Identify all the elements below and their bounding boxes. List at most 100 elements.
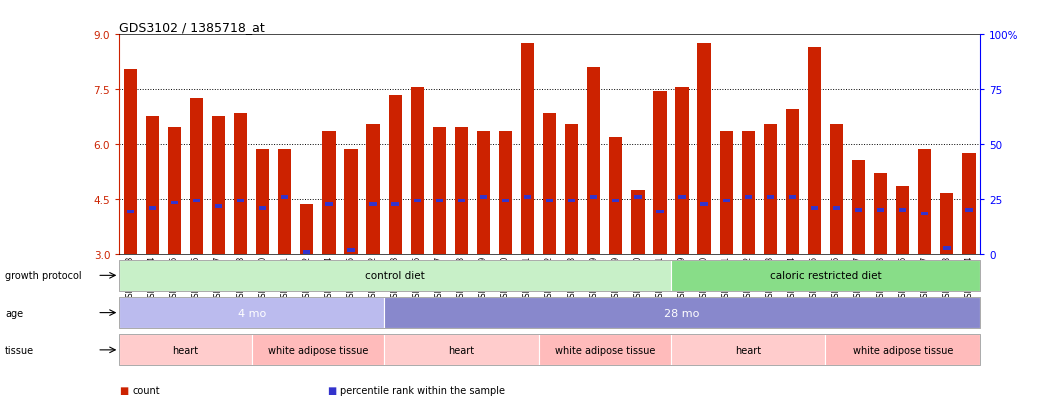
Bar — [234, 114, 247, 254]
Text: ■: ■ — [119, 385, 129, 395]
Bar — [656, 210, 664, 214]
Bar — [323, 132, 336, 254]
Text: 4 mo: 4 mo — [237, 308, 265, 318]
Bar — [389, 95, 401, 254]
Bar — [347, 249, 355, 252]
Bar — [698, 44, 710, 254]
Text: growth protocol: growth protocol — [5, 271, 82, 281]
Bar — [384, 297, 980, 328]
Bar — [763, 124, 777, 254]
Bar — [119, 260, 671, 291]
Bar — [190, 99, 203, 254]
Bar — [119, 335, 252, 366]
Bar — [789, 196, 796, 199]
Bar — [146, 117, 159, 254]
Text: GDS3102 / 1385718_at: GDS3102 / 1385718_at — [119, 21, 265, 34]
Bar — [543, 114, 556, 254]
Bar — [436, 199, 443, 203]
Text: caloric restricted diet: caloric restricted diet — [769, 271, 881, 281]
Bar — [344, 150, 358, 254]
Bar — [609, 137, 622, 254]
Bar — [480, 196, 487, 199]
Bar — [675, 88, 689, 254]
Bar — [384, 335, 538, 366]
Bar — [432, 128, 446, 254]
Bar — [825, 335, 980, 366]
Bar — [830, 124, 843, 254]
Bar — [965, 209, 973, 212]
Bar — [281, 196, 288, 199]
Bar — [301, 205, 313, 254]
Text: tissue: tissue — [5, 345, 34, 355]
Bar — [944, 247, 951, 250]
Bar — [587, 68, 600, 254]
Text: age: age — [5, 308, 23, 318]
Bar — [193, 199, 200, 203]
Bar — [852, 161, 865, 254]
Bar — [612, 199, 619, 203]
Bar — [808, 48, 821, 254]
Bar — [123, 70, 137, 254]
Bar — [671, 260, 980, 291]
Bar — [700, 203, 707, 206]
Text: white adipose tissue: white adipose tissue — [852, 345, 953, 355]
Bar — [896, 187, 909, 254]
Bar — [278, 150, 291, 254]
Text: heart: heart — [172, 345, 198, 355]
Bar — [256, 150, 270, 254]
Bar — [252, 335, 384, 366]
Bar — [671, 335, 825, 366]
Bar — [741, 132, 755, 254]
Bar — [259, 206, 267, 210]
Bar — [326, 203, 333, 206]
Bar — [499, 132, 512, 254]
Bar — [565, 124, 579, 254]
Bar — [568, 199, 576, 203]
Text: white adipose tissue: white adipose tissue — [268, 345, 368, 355]
Bar — [392, 203, 399, 206]
Text: heart: heart — [735, 345, 761, 355]
Bar — [369, 203, 376, 206]
Bar — [811, 206, 818, 210]
Bar — [477, 132, 491, 254]
Bar — [237, 199, 245, 203]
Bar — [212, 117, 225, 254]
Bar — [723, 199, 730, 203]
Text: control diet: control diet — [365, 271, 425, 281]
Bar — [877, 209, 885, 212]
Bar — [538, 335, 671, 366]
Bar — [119, 297, 384, 328]
Text: heart: heart — [448, 345, 474, 355]
Bar — [635, 196, 642, 199]
Bar — [215, 205, 222, 209]
Bar — [766, 196, 774, 199]
Bar — [653, 92, 667, 254]
Bar — [168, 128, 181, 254]
Bar — [921, 212, 928, 216]
Bar — [632, 190, 645, 254]
Bar — [745, 196, 752, 199]
Bar — [786, 110, 798, 254]
Bar — [854, 209, 862, 212]
Bar — [148, 206, 156, 210]
Bar — [545, 199, 554, 203]
Text: 28 mo: 28 mo — [665, 308, 700, 318]
Text: count: count — [133, 385, 161, 395]
Text: ■: ■ — [327, 385, 336, 395]
Bar — [457, 199, 465, 203]
Bar — [899, 209, 906, 212]
Bar — [454, 128, 468, 254]
Bar — [171, 201, 178, 205]
Bar — [127, 210, 134, 214]
Bar — [414, 199, 421, 203]
Bar — [590, 196, 597, 199]
Bar — [720, 132, 733, 254]
Bar — [521, 44, 534, 254]
Bar — [833, 206, 840, 210]
Bar — [411, 88, 424, 254]
Bar — [918, 150, 931, 254]
Bar — [941, 194, 953, 254]
Bar — [502, 199, 509, 203]
Bar — [303, 250, 310, 254]
Bar — [366, 124, 380, 254]
